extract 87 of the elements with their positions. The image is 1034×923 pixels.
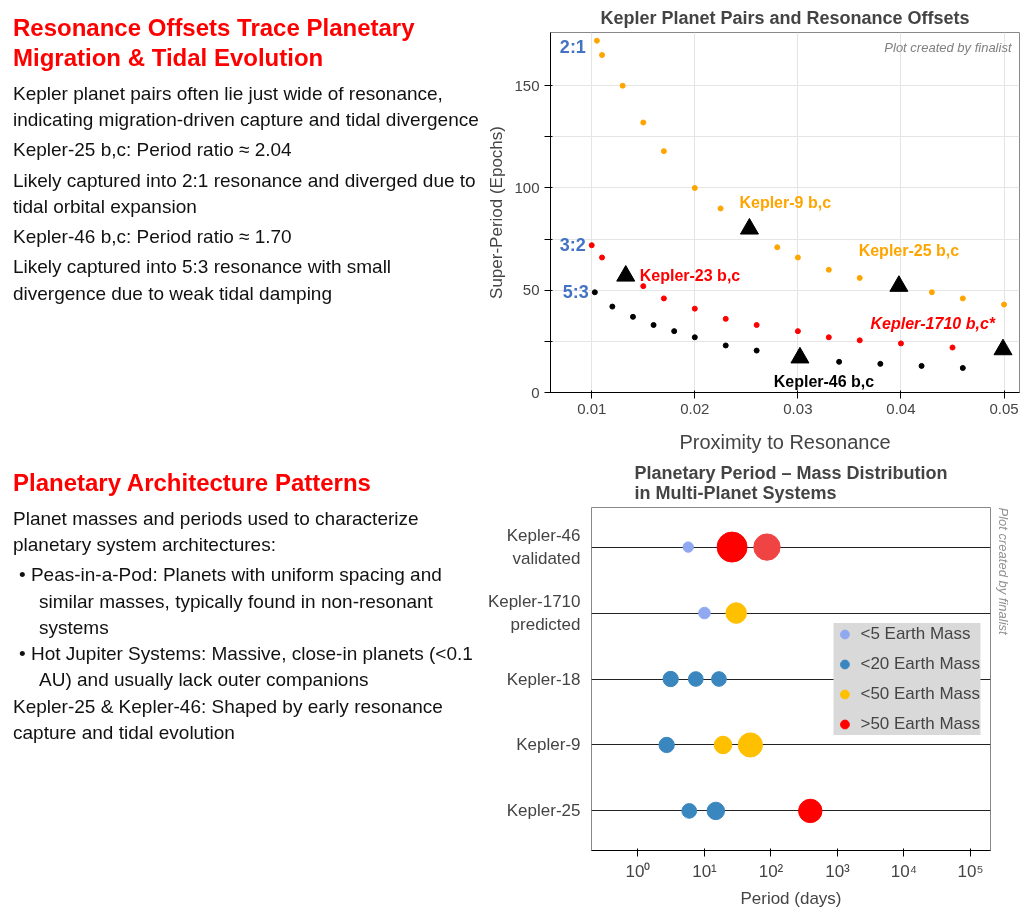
point [856, 274, 863, 281]
text: • Peas-in-a-Pod: Planets with uniform spacing and similar masses, typically found in non-resonant systems [18, 563, 443, 640]
point [619, 82, 626, 89]
point [1001, 301, 1008, 308]
annotation: Kepler-46 b,c [773, 373, 875, 391]
point [593, 37, 600, 44]
x-tick-label: 10⁰ [625, 861, 651, 881]
point [691, 334, 698, 341]
text: Plot created by finalist [995, 507, 1011, 637]
y-tick-label: 0 [531, 383, 540, 401]
point [660, 148, 667, 155]
point [591, 289, 598, 296]
y-tick-label: Kepler-25 [506, 801, 581, 821]
x-tick-label: 0.01 [577, 399, 607, 417]
point [825, 334, 832, 341]
annotation: Kepler-23 b,c [639, 267, 741, 285]
y-tick-label: Kepler-1710 predicted [487, 592, 581, 634]
point [640, 119, 647, 126]
annotation: Plot created by finalist [884, 39, 1013, 55]
y-axis-title: Super-Period (Epochs) [487, 126, 507, 299]
y-tick-label: Kepler-18 [506, 669, 581, 689]
annotation: 3:2 [559, 235, 586, 256]
point [959, 295, 966, 302]
text: Kepler-25 b,c: Period ratio ≈ 2.04 [13, 138, 293, 163]
point [918, 362, 925, 369]
chart-title: Planetary Period – Mass Distribution in Multi-Planet Systems [634, 462, 948, 503]
x-tick-label: 10¹ [692, 861, 718, 881]
legend-label: >50 Earth Mass [860, 712, 980, 735]
point [794, 254, 801, 261]
point [722, 342, 729, 349]
point [753, 322, 760, 328]
text: • Hot Jupiter Systems: Massive, close-in planets (<0.1 AU) and usually lack outer companions [18, 642, 474, 693]
legend-label: <5 Earth Mass [860, 622, 971, 645]
point [691, 184, 698, 191]
x-tick-label: 0.05 [989, 399, 1019, 417]
point [856, 337, 863, 344]
text: Planetary Architecture Patterns [13, 468, 372, 498]
text: Kepler-46 b,c: Period ratio ≈ 1.70 [13, 225, 293, 250]
text: Likely captured into 5:3 resonance with small divergence due to weak tidal damping [13, 255, 393, 306]
y-tick-label: Kepler-46 validated [506, 526, 581, 568]
point [836, 358, 843, 365]
x-tick-label: 10³ [825, 861, 851, 881]
annotation: Kepler-1710 b,c* [870, 315, 996, 333]
point [609, 303, 616, 310]
point [660, 295, 667, 302]
y-tick-label: Kepler-9 [516, 735, 581, 755]
annotation: 2:1 [559, 36, 586, 57]
point [650, 322, 657, 328]
point [629, 313, 636, 320]
point [774, 244, 781, 251]
point [949, 344, 956, 351]
legend-label: <50 Earth Mass [860, 682, 980, 705]
point [599, 254, 606, 261]
point [794, 328, 801, 335]
legend-label: <20 Earth Mass [860, 652, 980, 675]
annotation: 5:3 [562, 282, 589, 303]
point [753, 347, 760, 354]
y-tick-label: 100 [514, 178, 540, 196]
point [717, 205, 724, 212]
text: Planet masses and periods used to characterize planetary system architectures: [13, 507, 420, 558]
point [928, 289, 935, 296]
text: Kepler planet pairs often lie just wide of resonance, indicating migration-driven capture and tidal divergence [13, 82, 480, 133]
annotation: Kepler-25 b,c [858, 241, 960, 259]
text: Likely captured into 2:1 resonance and diverged due to tidal orbital expansion [13, 168, 477, 219]
x-tick-label: 10⁵ [957, 861, 984, 881]
text: Kepler-25 & Kepler-46: Shaped by early resonance capture and tidal evolution [13, 694, 444, 745]
point [671, 328, 678, 335]
text: Resonance Offsets Trace Planetary Migration & Tidal Evolution [13, 13, 416, 73]
point [825, 266, 832, 273]
chart-title: Kepler Planet Pairs and Resonance Offsets [600, 7, 970, 28]
point [599, 52, 606, 58]
x-tick-label: 0.04 [886, 399, 916, 417]
x-tick-label: 0.02 [680, 399, 710, 417]
point [588, 242, 595, 249]
x-tick-label: 0.03 [783, 399, 813, 417]
y-tick-label: 50 [522, 281, 540, 299]
x-axis-title: Proximity to Resonance [679, 430, 891, 453]
point [897, 340, 904, 347]
x-tick-label: 10⁴ [890, 861, 918, 881]
annotation: Kepler-9 b,c [739, 194, 832, 212]
y-tick-label: 150 [514, 76, 540, 94]
point [877, 360, 884, 367]
point [691, 305, 698, 312]
point [722, 315, 729, 322]
x-tick-label: 10² [758, 861, 784, 881]
x-axis-title: Period (days) [740, 888, 842, 908]
point [959, 364, 966, 371]
